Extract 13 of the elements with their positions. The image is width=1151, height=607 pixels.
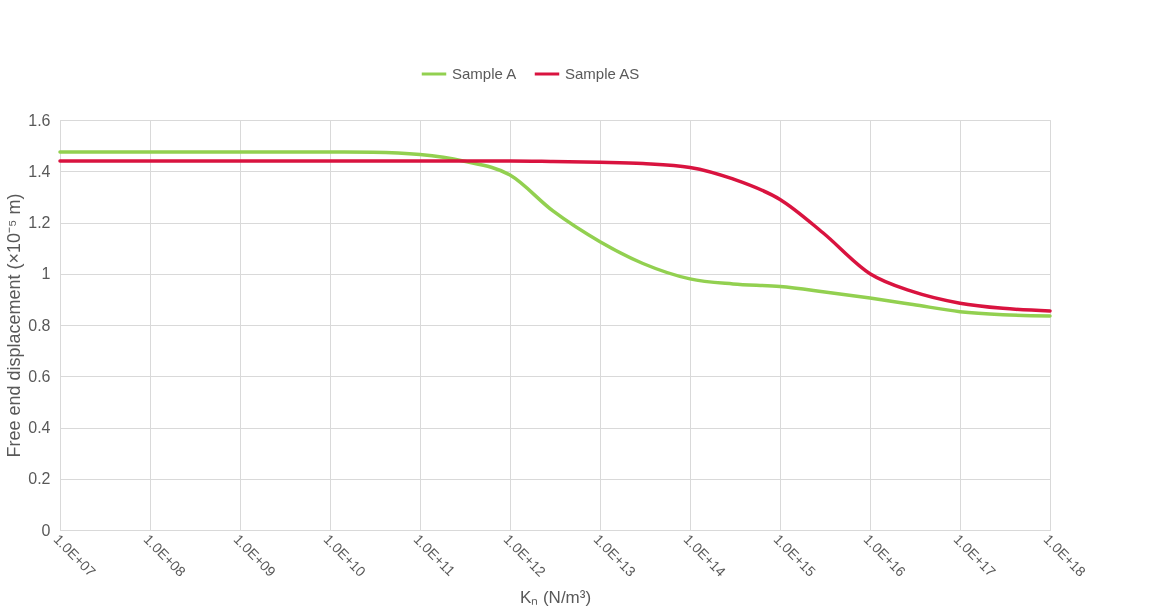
y-tick-label: 0 <box>41 521 51 539</box>
y-tick-label: 1.2 <box>28 214 51 231</box>
y-tick-label: 1 <box>41 265 51 283</box>
y-tick-label: 0.8 <box>28 316 51 334</box>
y-tick-label: 0.6 <box>28 367 51 385</box>
y-axis-title: Free end displacement (×10⁻⁵ m) <box>4 193 25 458</box>
y-tick-label: 1.4 <box>28 162 51 180</box>
y-tick-label: 1.6 <box>28 111 51 129</box>
legend-label: Sample A <box>452 65 517 82</box>
y-tick-label: 0.2 <box>28 470 51 488</box>
x-axis-title: Kₙ (N/m³) <box>519 587 592 607</box>
legend-label: Sample AS <box>565 65 640 82</box>
y-tick-label: 0.4 <box>28 419 51 436</box>
